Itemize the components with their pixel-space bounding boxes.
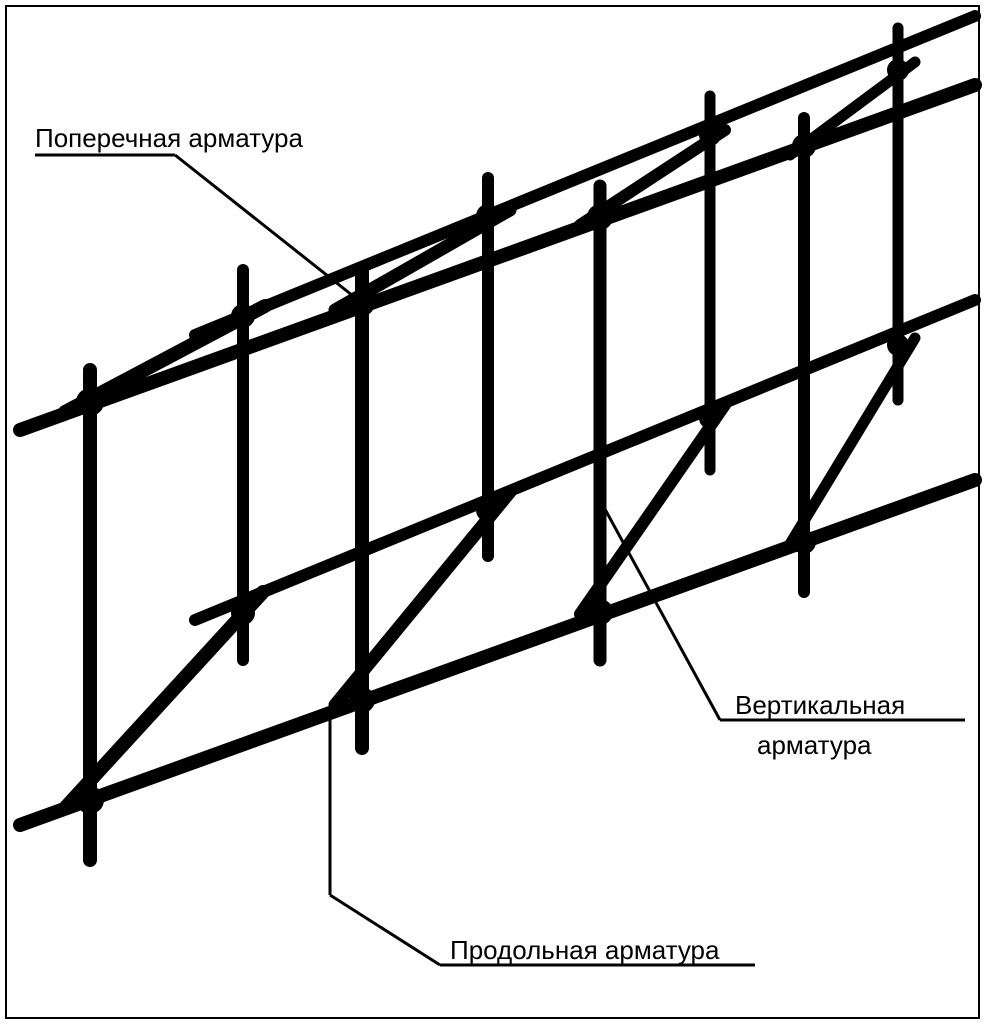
label-vertical-line2: арматура: [757, 730, 872, 761]
label-longitudinal: Продольная арматура: [450, 935, 719, 966]
label-transverse: Поперечная арматура: [35, 123, 303, 154]
label-vertical-line1: Вертикальная: [735, 690, 905, 721]
leader-lines-group: [35, 155, 965, 965]
